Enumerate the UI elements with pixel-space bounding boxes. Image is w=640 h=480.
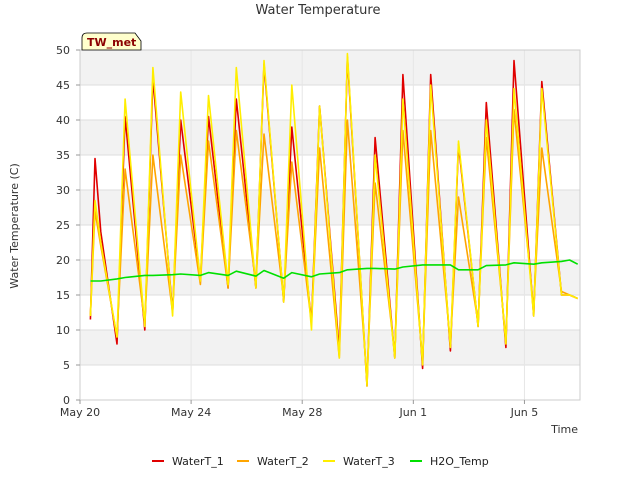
y-tick-label: 50 (56, 44, 70, 57)
y-tick-label: 5 (63, 359, 70, 372)
x-tick-label: May 28 (282, 406, 322, 419)
legend-label: H2O_Temp (430, 455, 489, 468)
y-tick-label: 40 (56, 114, 70, 127)
legend: WaterT_1 WaterT_2 WaterT_3 H2O_Temp (152, 455, 489, 468)
y-tick-label: 30 (56, 184, 70, 197)
legend-label: WaterT_1 (172, 455, 224, 468)
grid-band (80, 50, 580, 85)
grid-band (80, 120, 580, 155)
badge-label: TW_met (87, 36, 136, 49)
y-tick-label: 20 (56, 254, 70, 267)
x-axis-title: Time (550, 423, 578, 436)
grid-band (80, 190, 580, 225)
legend-label: WaterT_3 (343, 455, 395, 468)
y-tick-label: 25 (56, 219, 70, 232)
chart-title: Water Temperature (256, 3, 381, 18)
x-axis-ticks: May 20 May 24 May 28 Jun 1 Jun 5 (60, 400, 538, 419)
plot-background (79, 49, 581, 401)
legend-label: WaterT_2 (257, 455, 309, 468)
x-tick-label: May 20 (60, 406, 100, 419)
y-axis-title: Water Temperature (C) (8, 163, 21, 288)
y-tick-label: 0 (63, 394, 70, 407)
x-tick-label: Jun 1 (398, 406, 427, 419)
y-tick-label: 45 (56, 79, 70, 92)
series-line-watert-3 (89, 52, 579, 387)
y-axis-ticks: 0 5 10 15 20 25 30 35 40 45 50 (56, 44, 80, 407)
y-tick-label: 10 (56, 324, 70, 337)
series-line-h2o-temp (90, 259, 579, 282)
badge-box (81, 32, 142, 51)
x-tick-label: Jun 5 (510, 406, 539, 419)
x-tick-label: May 24 (171, 406, 211, 419)
y-tick-label: 35 (56, 149, 70, 162)
grid-band (80, 330, 580, 365)
series-lines (89, 52, 579, 387)
y-tick-label: 15 (56, 289, 70, 302)
tw-met-badge: TW_met (81, 32, 142, 51)
